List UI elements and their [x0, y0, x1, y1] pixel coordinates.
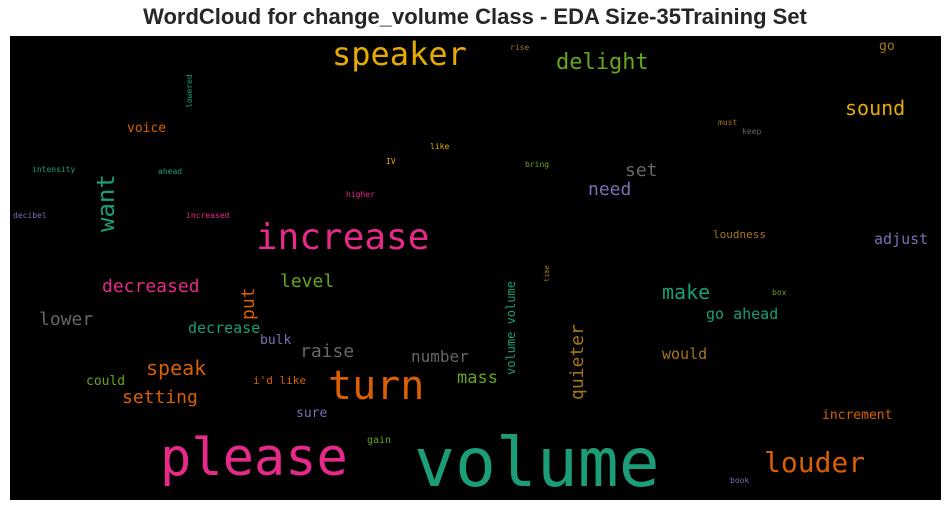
wordcloud-word: number [411, 347, 469, 366]
wordcloud-word: sure [296, 406, 328, 421]
wordcloud-word: voice [127, 121, 167, 136]
wordcloud-word: set [625, 160, 658, 181]
wordcloud-word: higher [346, 190, 375, 199]
wordcloud-word: lowered [185, 74, 194, 108]
wordcloud-word: go ahead [706, 305, 779, 323]
wordcloud-word: volume volume [504, 281, 518, 375]
chart-title: WordCloud for change_volume Class - EDA … [143, 4, 807, 29]
wordcloud-word: quieter [567, 324, 588, 400]
wordcloud-word: i'd like [253, 374, 306, 387]
wordcloud-word: decibel [13, 211, 47, 220]
wordcloud-word: loudness [713, 228, 766, 241]
wordcloud-word: bulk [260, 333, 292, 348]
wordcloud-word: please [160, 428, 348, 488]
wordcloud-word: decreased [102, 276, 200, 297]
wordcloud-word: increment [822, 408, 893, 423]
wordcloud-word: level [280, 271, 335, 292]
wordcloud-word: would [662, 345, 708, 363]
wordcloud-word: like [430, 142, 450, 151]
wordcloud-word: ahead [158, 167, 183, 176]
wordcloud-word: rise [510, 43, 530, 52]
wordcloud-word: IV [386, 157, 396, 166]
wordcloud-word: gain [367, 435, 392, 446]
wordcloud-word: raise [300, 341, 355, 362]
wordcloud-word: speaker [332, 36, 467, 73]
wordcloud-word: want [92, 174, 120, 232]
wordcloud-word: intensity [32, 165, 76, 174]
wordcloud-word: increased [186, 211, 230, 220]
wordcloud-word: louder [764, 446, 866, 479]
wordcloud-word: make [662, 280, 711, 304]
wordcloud-word: bring [525, 160, 550, 169]
wordcloud-word: box [772, 288, 787, 297]
wordcloud-word: increase [256, 217, 430, 258]
wordcloud-word: decrease [188, 319, 261, 337]
wordcloud-canvas: volume please turn increase speaker louder wan… [10, 36, 941, 500]
wordcloud-word: volume [414, 424, 660, 500]
wordcloud-word: time [543, 265, 551, 282]
wordcloud-word: lower [39, 309, 94, 330]
wordcloud-word: sound [845, 96, 906, 120]
wordcloud-word: setting [122, 387, 198, 408]
wordcloud-word: turn [328, 363, 425, 409]
wordcloud-word: adjust [874, 230, 929, 248]
wordcloud-word: put [238, 287, 259, 320]
wordcloud-word: speak [146, 356, 207, 380]
wordcloud-word: keep [742, 127, 762, 136]
wordcloud-word: go [879, 39, 895, 54]
wordcloud-word: delight [556, 50, 649, 75]
wordcloud-word: book [730, 476, 750, 485]
wordcloud-word: could [86, 374, 126, 389]
wordcloud-word: need [588, 179, 632, 200]
wordcloud-word: must [718, 118, 738, 127]
wordcloud-word: mass [457, 368, 498, 388]
